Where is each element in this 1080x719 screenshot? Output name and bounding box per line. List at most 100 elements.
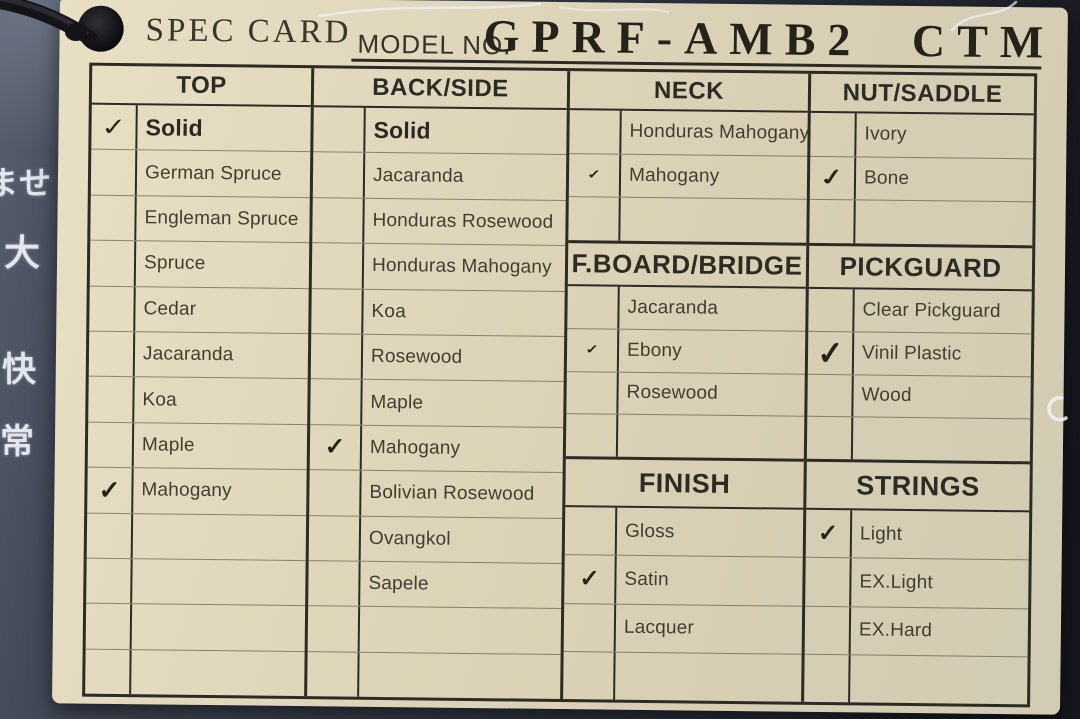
- spec-row: Gloss: [564, 507, 804, 557]
- checkbox-cell: [563, 651, 616, 700]
- spec-row: Jacaranda: [88, 330, 309, 379]
- spec-row: Maple: [310, 378, 564, 427]
- check-icon: ✓: [579, 565, 600, 593]
- spec-row: Jacaranda: [567, 286, 805, 330]
- spec-row: ✓ Satin: [564, 554, 803, 606]
- section-neck: NECK Honduras Mahogany ✓ Mahogany: [568, 71, 809, 243]
- spec-row: [565, 413, 805, 459]
- finish-header: FINISH: [565, 459, 804, 510]
- checkbox-cell: [310, 334, 364, 380]
- option-label: Bone: [863, 167, 910, 189]
- spec-row: [85, 648, 305, 697]
- checkbox-cell: [89, 240, 137, 286]
- checkbox-cell: [308, 515, 362, 561]
- checkbox-cell: [806, 417, 854, 460]
- option-label: Light: [859, 523, 903, 545]
- check-icon: ✓: [98, 475, 121, 506]
- finish-rows: Gloss ✓ Satin Lacquer: [563, 507, 803, 702]
- neck-rows: Honduras Mahogany ✓ Mahogany: [568, 110, 808, 243]
- checkbox-cell: [307, 606, 361, 652]
- checkbox-cell: [311, 243, 365, 289]
- option-label: [615, 652, 802, 701]
- check-icon: ✓: [815, 333, 845, 372]
- check-icon: ✓: [817, 519, 839, 547]
- option-label: Gloss: [624, 520, 675, 542]
- spec-row: [568, 196, 807, 243]
- checkbox-cell: [567, 286, 620, 329]
- checkbox-cell: ✓: [91, 104, 138, 150]
- checkbox-cell: [804, 606, 852, 655]
- option-label: Bolivian Rosewood: [369, 482, 535, 506]
- option-label: Cedar: [143, 298, 197, 320]
- check-icon: ✓: [585, 342, 599, 357]
- spec-row: Ivory: [810, 112, 1033, 158]
- option-label: [132, 559, 305, 605]
- spec-row: Solid: [313, 107, 566, 154]
- option-label: Vinil Plastic: [861, 342, 962, 365]
- top-header: TOP: [91, 65, 312, 108]
- spec-row: [86, 512, 307, 561]
- grommet-hole: [77, 5, 124, 53]
- spec-row: ✓ Bone: [809, 155, 1034, 202]
- option-label: Wood: [861, 384, 912, 407]
- checkbox-cell: ✓: [566, 328, 620, 372]
- section-pickguard: PICKGUARD Clear Pickguard ✓ Vinil Plastic Wo…: [806, 242, 1033, 462]
- checkbox-cell: [810, 112, 857, 157]
- spec-row: Engleman Spruce: [90, 194, 310, 243]
- option-label: Rosewood: [626, 382, 719, 405]
- spec-row: Wood: [807, 373, 1031, 419]
- spec-row: [307, 650, 561, 700]
- spec-row: ✓ Light: [805, 509, 1030, 560]
- option-label: Ovangkol: [368, 527, 451, 550]
- spec-row: [804, 653, 1028, 705]
- spec-row: Koa: [88, 375, 308, 424]
- check-icon: ✓: [324, 433, 346, 461]
- check-icon: ✓: [816, 163, 847, 192]
- option-label: Solid: [145, 113, 203, 141]
- checkbox-cell: [90, 150, 138, 195]
- spec-row: Bolivian Rosewood: [309, 469, 563, 518]
- column-neck-group: NECK Honduras Mahogany ✓ Mahogany F.BOARD/B…: [563, 71, 812, 702]
- column-top: TOP ✓ Solid German Spruce Engleman Spruce Spr…: [85, 65, 315, 697]
- checkbox-cell: [86, 558, 133, 604]
- checkbox-cell: [569, 110, 622, 154]
- checkbox-cell: [88, 376, 135, 422]
- option-label: Sapele: [368, 572, 429, 595]
- spec-row: Honduras Mahogany: [311, 242, 566, 291]
- checkbox-cell: [312, 197, 365, 243]
- spec-row: Jacaranda: [312, 151, 567, 200]
- checkbox-cell: [310, 379, 363, 425]
- option-label: Maple: [141, 434, 195, 456]
- option-label: Honduras Mahogany: [371, 255, 552, 279]
- section-fboard-bridge: F.BOARD/BRIDGE Jacaranda ✓ Ebony Rosewood: [565, 240, 807, 459]
- checkbox-cell: [87, 422, 135, 468]
- checkbox-cell: [88, 331, 136, 377]
- checkbox-cell: [85, 649, 132, 695]
- option-label: Koa: [371, 300, 407, 322]
- checkbox-cell: [809, 200, 856, 244]
- spec-row: Clear Pickguard: [808, 288, 1031, 333]
- option-label: [131, 650, 304, 696]
- nut_saddle-header: NUT/SADDLE: [810, 73, 1035, 116]
- option-label: Satin: [624, 568, 669, 591]
- section-finish: FINISH Gloss ✓ Satin Lacquer: [563, 456, 804, 702]
- option-label: Mahogany: [369, 436, 461, 459]
- spec-row: Sapele: [308, 560, 562, 609]
- option-label: [855, 201, 1032, 246]
- check-icon: ✓: [587, 168, 601, 182]
- option-label: German Spruce: [144, 161, 282, 185]
- checkbox-cell: [89, 286, 136, 332]
- check-icon: ✓: [99, 112, 128, 141]
- checkbox-cell: [804, 654, 851, 703]
- spec-row: EX.Hard: [804, 605, 1029, 657]
- nut_saddle-rows: Ivory ✓ Bone: [809, 112, 1034, 246]
- option-label: Ivory: [864, 123, 907, 146]
- option-label: Koa: [142, 388, 178, 411]
- section-nut-saddle: NUT/SADDLE Ivory ✓ Bone: [809, 73, 1035, 246]
- option-label: EX.Hard: [858, 619, 933, 642]
- strings-header: STRINGS: [806, 461, 1030, 513]
- neck-header: NECK: [569, 71, 809, 113]
- spec-row: Spruce: [89, 239, 310, 288]
- spec-row: [307, 605, 562, 654]
